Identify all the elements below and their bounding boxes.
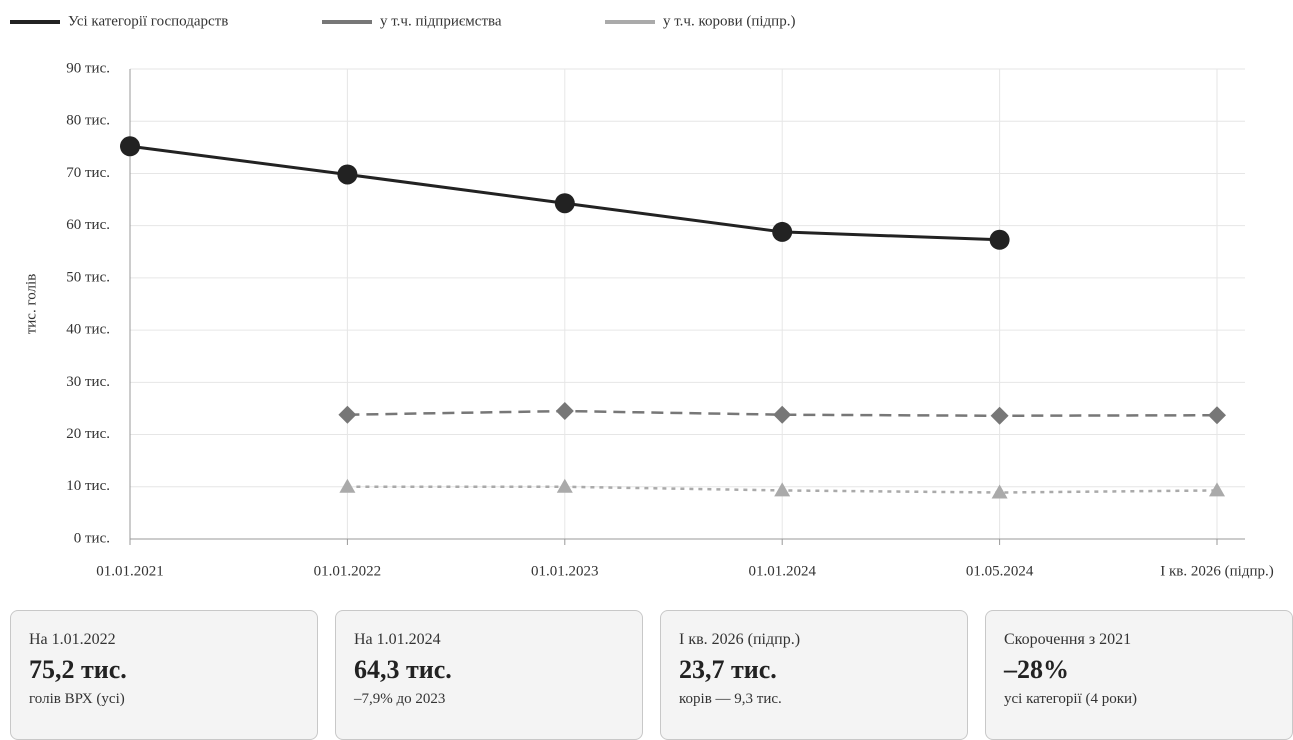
point [991, 484, 1008, 499]
legend-label: у т.ч. підприємства [380, 13, 502, 29]
series-line [347, 409, 1218, 418]
y-axis-label: тис. голів [23, 274, 39, 335]
point [338, 405, 357, 424]
point [774, 482, 791, 497]
stat-card: Скорочення з 2021 –28% усі категорії (4 ро… [985, 610, 1293, 740]
point [1209, 482, 1225, 497]
stat-card: I кв. 2026 (підпр.) 23,7 тис. корів — 9,3 … [660, 610, 968, 740]
y-tick-label: 10 тис. [66, 478, 110, 494]
point [989, 229, 1010, 250]
point [556, 478, 573, 493]
card-value: 23,7 тис. [679, 655, 777, 684]
y-tick-label: 30 тис. [66, 374, 110, 390]
y-tick-label: 70 тис. [66, 165, 110, 181]
card-label: I кв. 2026 (підпр.) [679, 631, 801, 648]
x-tick-label: 01.01.2023 [531, 563, 599, 579]
card-label: На 1.01.2024 [354, 631, 441, 648]
y-tick-label: 90 тис. [66, 60, 110, 76]
point [990, 406, 1009, 425]
x-tick-label: I кв. 2026 (підпр.) [1160, 563, 1273, 579]
point [339, 478, 356, 493]
x-tick-label: 01.05.2024 [966, 563, 1034, 579]
legend-label: Усі категорії господарств [68, 13, 228, 29]
card-label: Скорочення з 2021 [1004, 631, 1132, 648]
y-tick-label: 50 тис. [66, 269, 110, 285]
card-label: На 1.01.2022 [29, 631, 116, 648]
point [337, 164, 358, 185]
y-tick-label: 0 тис. [74, 530, 110, 546]
y-tick-label: 80 тис. [66, 113, 110, 129]
point [773, 405, 792, 424]
card-value: –28% [1004, 655, 1069, 684]
card-note: усі категорії (4 роки) [1004, 691, 1138, 707]
y-tick-label: 60 тис. [66, 217, 110, 233]
point [120, 136, 140, 157]
point [555, 402, 574, 421]
point [772, 221, 793, 242]
card-value: 75,2 тис. [29, 655, 127, 684]
chart: тис. голів 0 тис. 10 тис. 20 тис. 30 тис. 40… [10, 13, 1274, 579]
stat-card: На 1.01.2024 64,3 тис. –7,9% до 2023 [335, 610, 643, 740]
card-note: голів ВРХ (усі) [29, 691, 125, 707]
y-tick-label: 40 тис. [66, 322, 110, 338]
point [554, 193, 575, 214]
stat-card: На 1.01.2022 75,2 тис. голів ВРХ (усі) [10, 610, 318, 740]
x-tick-label: 01.01.2021 [96, 563, 164, 579]
y-tick-label: 20 тис. [66, 426, 110, 442]
card-note: –7,9% до 2023 [354, 691, 446, 707]
point [1208, 406, 1226, 425]
card-note: корів — 9,3 тис. [679, 691, 782, 707]
x-tick-label: 01.01.2022 [314, 563, 382, 579]
x-tick-label: 01.01.2024 [748, 563, 816, 579]
legend-label: у т.ч. корови (підпр.) [663, 13, 795, 29]
card-value: 64,3 тис. [354, 655, 452, 684]
